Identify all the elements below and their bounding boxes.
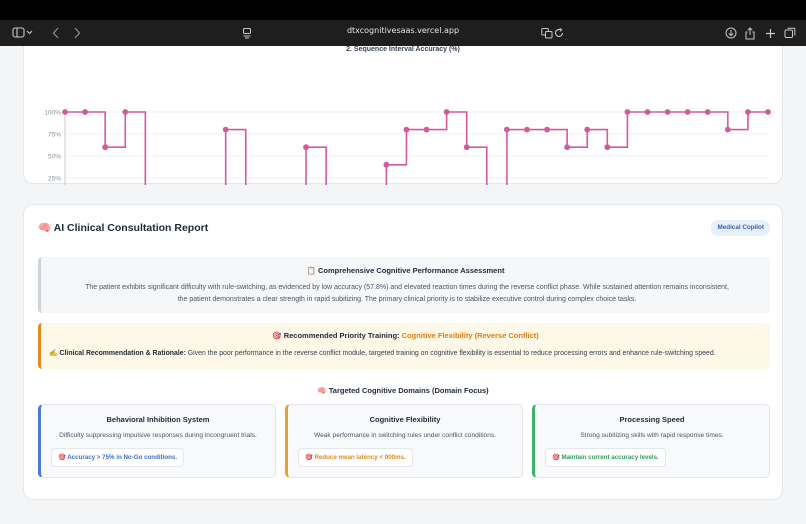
report-title-text: AI Clinical Consultation Report (53, 222, 209, 234)
assessment-title-text: Comprehensive Cognitive Performance Asse… (317, 266, 505, 275)
download-icon (725, 27, 737, 39)
report-title: 🧠 AI Clinical Consultation Report (38, 221, 208, 234)
chart-card: 2. Sequence Interval Accuracy (%) 0%25%5… (23, 46, 783, 185)
rationale-text: Given the poor performance in the revers… (185, 350, 716, 357)
forward-button[interactable] (70, 24, 84, 42)
new-tab-button[interactable] (763, 24, 777, 42)
system-top-bar (0, 0, 806, 20)
data-point (624, 109, 631, 115)
brain-icon: 🧠 (317, 386, 327, 395)
chevron-left-icon (52, 27, 59, 39)
target-icon: 🎯 (272, 331, 282, 340)
translate-button[interactable] (540, 24, 554, 42)
assessment-line-1: The patient exhibits significant difficu… (85, 284, 729, 291)
recommendation-title: 🎯 Recommended Priority Training: Cogniti… (41, 331, 770, 340)
domain-name: Cognitive Flexibility (369, 415, 441, 424)
translate-icon (541, 28, 553, 39)
domain-description: Weak performance in switching rules unde… (313, 432, 497, 439)
domains-title: 🧠 Targeted Cognitive Domains (Domain Foc… (24, 386, 782, 395)
data-point (704, 109, 711, 115)
brain-icon: 🧠 (38, 222, 52, 234)
y-tick-label: 50% (48, 153, 61, 160)
assessment-title: 📋 Comprehensive Cognitive Performance As… (41, 266, 770, 275)
data-point (584, 126, 591, 133)
plus-icon (765, 28, 775, 38)
recommendation-title-prefix: Recommended Priority Training: (283, 331, 402, 340)
sidebar-toggle-button[interactable] (10, 24, 36, 42)
rationale-label: Clinical Recommendation & Rationale: (59, 350, 186, 357)
domain-target: 🎯 Reduce mean latency < 900ms. (298, 448, 413, 467)
data-point (403, 126, 410, 133)
domain-target-text: Reduce mean latency < 900ms. (314, 454, 406, 461)
domain-description: Difficulty suppressing impulsive respons… (59, 432, 257, 439)
chevron-right-icon (74, 27, 81, 39)
domain-name: Behavioral Inhibition System (106, 415, 210, 424)
page-content: 2. Sequence Interval Accuracy (%) 0%25%5… (0, 46, 806, 524)
domain-description: Strong subitizing skills with rapid resp… (580, 432, 724, 439)
data-point (544, 126, 550, 133)
reload-button[interactable] (553, 24, 565, 42)
domain-target-text: Maintain current accuracy levels. (561, 454, 659, 461)
back-button[interactable] (49, 24, 63, 42)
recommendation-title-highlight: Cognitive Flexibility (Reverse Conflict) (401, 331, 539, 340)
domain-card-behavioral-inhibition: Behavioral Inhibition System Difficulty … (38, 404, 276, 478)
downloads-button[interactable] (724, 24, 738, 42)
data-point (62, 109, 68, 115)
medical-copilot-badge[interactable]: Medical Copilot (711, 220, 770, 236)
data-point (524, 126, 530, 133)
y-tick-label: 25% (48, 175, 61, 182)
data-point (443, 109, 450, 115)
data-point (644, 109, 651, 115)
address-bar[interactable]: dtxcognitivesaas.vercel.app (346, 26, 460, 35)
accuracy-chart: 0%25%50%75%100%Seq 2Seq 4Seq 6Seq 8Seq 1… (44, 109, 771, 185)
share-button[interactable] (743, 24, 757, 42)
data-point (102, 144, 109, 151)
data-point (383, 161, 390, 168)
domain-target: 🎯 Accuracy > 75% in No-Go conditions. (51, 448, 185, 467)
sidebar-icon (12, 27, 33, 38)
assessment-text: The patient exhibits significant difficu… (53, 282, 761, 306)
data-point (664, 109, 671, 115)
data-point (604, 144, 611, 151)
assessment-line-2: the patient demonstrates a clear strengt… (177, 296, 637, 303)
recommendation-text: ✍️ Clinical Recommendation & Rationale: … (49, 349, 716, 357)
tab-overview-button[interactable] (783, 24, 797, 42)
page-menu-button[interactable] (240, 24, 254, 42)
target-icon: 🎯 (305, 454, 313, 461)
domain-target-text: Accuracy > 75% in No-Go conditions. (67, 454, 178, 461)
data-point (765, 109, 771, 115)
data-point (745, 109, 751, 115)
data-point (222, 126, 229, 133)
tabs-icon (784, 27, 796, 38)
data-point (303, 144, 309, 151)
browser-toolbar: dtxcognitivesaas.vercel.app (0, 20, 806, 46)
series-line (65, 111, 768, 185)
data-point (122, 109, 129, 115)
data-point (564, 144, 571, 151)
domain-name: Processing Speed (619, 415, 685, 424)
target-icon: 🎯 (552, 454, 560, 461)
reload-icon (554, 28, 564, 37)
y-tick-label: 100% (44, 109, 61, 116)
y-tick-label: 75% (48, 131, 61, 138)
data-point (503, 126, 510, 133)
clipboard-icon: 📋 (306, 266, 316, 275)
domains-title-text: Targeted Cognitive Domains (Domain Focus… (328, 386, 489, 395)
domain-card-cognitive-flexibility: Cognitive Flexibility Weak performance i… (285, 404, 523, 478)
target-icon: 🎯 (58, 454, 66, 461)
writing-hand-icon: ✍️ (49, 350, 58, 357)
data-point (423, 126, 430, 133)
recommendation-box: 🎯 Recommended Priority Training: Cogniti… (38, 323, 770, 369)
domain-target: 🎯 Maintain current accuracy levels. (545, 448, 666, 467)
data-point (684, 109, 691, 115)
report-card: 🧠 AI Clinical Consultation Report Medica… (23, 204, 783, 500)
chart-title: 2. Sequence Interval Accuracy (%) (346, 46, 460, 53)
data-point (724, 126, 731, 133)
page-settings-icon (243, 28, 251, 39)
data-point (463, 144, 470, 151)
share-icon (745, 26, 755, 39)
assessment-box: 📋 Comprehensive Cognitive Performance As… (38, 257, 770, 313)
domain-card-processing-speed: Processing Speed Strong subitizing skill… (532, 404, 770, 478)
data-point (82, 109, 88, 115)
